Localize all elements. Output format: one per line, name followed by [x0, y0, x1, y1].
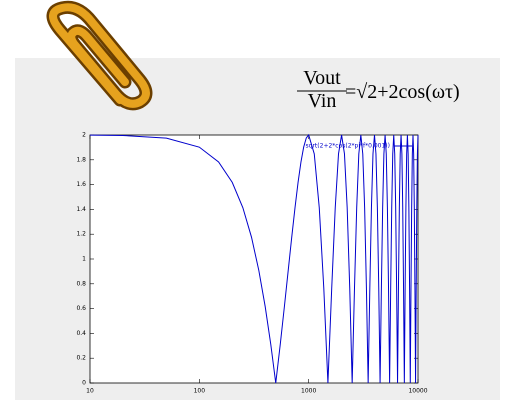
y-tick-label: 1.2 — [76, 231, 86, 238]
formula-denominator: Vin — [308, 90, 337, 112]
x-tick-label: 10000 — [408, 388, 427, 395]
y-tick-label: 0 — [82, 380, 86, 387]
x-tick-label: 100 — [194, 388, 206, 395]
y-tick-label: 1.4 — [76, 206, 86, 213]
legend-label: sqrt(2+2*cos(2*pi*f*0.001)) — [306, 143, 390, 150]
formula-rhs: =√2+2cos(ωτ) — [345, 81, 460, 103]
paperclip-icon — [46, 0, 153, 111]
x-tick-label: 10 — [86, 388, 94, 395]
y-tick-label: 0.6 — [76, 305, 86, 312]
y-tick-label: 1.8 — [76, 156, 86, 163]
y-tick-label: 0.8 — [76, 280, 86, 287]
formula-numerator: Vout — [303, 67, 341, 89]
y-tick-label: 1.6 — [76, 181, 86, 188]
y-tick-label: 1 — [82, 256, 86, 263]
plot: 0 0.2 0.4 0.6 0.8 1 1.2 1.4 1.6 1.8 2 10 100 1000 1000… — [76, 132, 427, 395]
y-tick-label: 2 — [82, 132, 86, 139]
data-line — [89, 133, 419, 384]
y-tick-label: 0.2 — [76, 355, 86, 362]
y-tick-label: 0.4 — [76, 330, 86, 337]
x-tick-label: 1000 — [301, 388, 316, 395]
